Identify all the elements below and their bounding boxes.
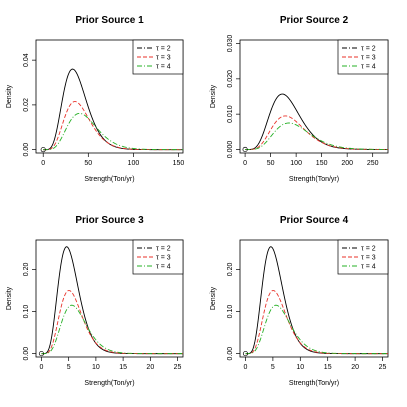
- x-axis-label: Strength(Ton/yr): [84, 380, 134, 387]
- x-tick-label: 0: [243, 160, 247, 167]
- legend-label: τ = 2: [156, 46, 171, 53]
- plot-frame: [35, 39, 184, 154]
- y-tick-label: 0.00: [23, 143, 30, 157]
- legend-box: [132, 39, 184, 75]
- panel-2: Prior Source 2 0 50 100 150 200 250 0.000 0.010 0…: [210, 15, 389, 183]
- x-tick-label: 20: [146, 364, 154, 371]
- plot-frame: [239, 239, 389, 358]
- legend: τ = 2 τ = 3 τ = 4: [337, 39, 389, 75]
- series-line-tau-2: [43, 68, 183, 151]
- y-axis-label: Density: [210, 286, 217, 310]
- x-tick-label: 50: [267, 160, 275, 167]
- series-line-tau-4: [245, 122, 388, 150]
- x-tick-label: 0: [41, 160, 45, 167]
- x-tick-label: 0: [39, 364, 43, 371]
- origin-marker: [40, 147, 46, 153]
- legend: τ = 2 τ = 3 τ = 4: [337, 239, 389, 275]
- plot-frame: [35, 239, 184, 358]
- series-line-tau-4: [43, 112, 183, 151]
- panel-title: Prior Source 2: [280, 15, 349, 26]
- y-tick-label: 0.00: [23, 347, 30, 361]
- legend-label: τ = 3: [156, 255, 171, 262]
- legend-label: τ = 4: [361, 64, 376, 71]
- y-tick-label: 0.020: [227, 70, 234, 88]
- legend: τ = 2 τ = 3 τ = 4: [132, 239, 184, 275]
- x-tick-label: 200: [341, 160, 353, 167]
- y-tick-label: 0.04: [23, 53, 30, 67]
- y-tick-label: 0.00: [227, 347, 234, 361]
- series-line-tau-3: [245, 290, 388, 355]
- y-axis-label: Density: [6, 286, 13, 310]
- legend: τ = 2 τ = 3 τ = 4: [132, 39, 184, 75]
- x-tick-label: 25: [174, 364, 182, 371]
- legend-label: τ = 2: [361, 246, 376, 253]
- y-tick-label: 0.10: [23, 305, 30, 319]
- y-tick-label: 0.20: [227, 263, 234, 277]
- x-tick-label: 250: [367, 160, 379, 167]
- legend-label: τ = 4: [156, 64, 171, 71]
- plot-frame: [239, 39, 389, 154]
- origin-marker: [38, 351, 44, 357]
- x-tick-label: 20: [351, 364, 359, 371]
- panel-1: Prior Source 1 0 50 100 150 0.00 0.02 0.04 Stren…: [6, 15, 184, 183]
- y-tick-label: 0.20: [23, 263, 30, 277]
- x-tick-label: 25: [379, 364, 387, 371]
- x-axis-label: Strength(Ton/yr): [289, 176, 339, 183]
- series-line-tau-4: [41, 304, 183, 355]
- panel-title: Prior Source 4: [280, 215, 349, 226]
- panel-3: Prior Source 3 0 5 10 15 20 25 0.00 0.10 0.20 Stre…: [6, 215, 184, 387]
- x-tick-label: 5: [67, 364, 71, 371]
- y-axis-label: Density: [210, 84, 217, 108]
- origin-marker: [242, 146, 248, 153]
- legend-box: [132, 239, 184, 275]
- x-tick-label: 150: [173, 160, 185, 167]
- x-tick-label: 100: [128, 160, 140, 167]
- series-line-tau-3: [43, 101, 183, 151]
- legend-label: τ = 3: [361, 55, 376, 62]
- x-tick-label: 15: [324, 364, 332, 371]
- legend-box: [337, 239, 389, 275]
- x-tick-label: 10: [92, 364, 100, 371]
- x-tick-label: 5: [271, 364, 275, 371]
- legend-label: τ = 4: [361, 264, 376, 271]
- series-line-tau-4: [245, 304, 388, 355]
- legend-label: τ = 2: [361, 46, 376, 53]
- x-tick-label: 15: [119, 364, 127, 371]
- legend-label: τ = 2: [156, 246, 171, 253]
- origin-marker: [242, 351, 249, 357]
- x-axis-label: Strength(Ton/yr): [289, 380, 339, 387]
- legend-label: τ = 4: [156, 264, 171, 271]
- series-line-tau-3: [245, 115, 388, 150]
- x-tick-label: 0: [244, 364, 248, 371]
- y-axis-label: Density: [6, 84, 13, 108]
- legend-label: τ = 3: [156, 55, 171, 62]
- x-axis-label: Strength(Ton/yr): [84, 176, 134, 183]
- x-tick-label: 100: [290, 160, 302, 167]
- panel-title: Prior Source 3: [75, 215, 144, 226]
- y-tick-label: 0.10: [227, 305, 234, 319]
- y-tick-label: 0.010: [227, 105, 234, 123]
- y-tick-label: 0.030: [227, 35, 234, 53]
- y-tick-label: 0.000: [227, 141, 234, 159]
- x-tick-label: 150: [316, 160, 328, 167]
- legend-label: τ = 3: [361, 255, 376, 262]
- x-tick-label: 10: [296, 364, 304, 371]
- y-tick-label: 0.02: [23, 98, 30, 112]
- legend-box: [337, 39, 389, 75]
- x-tick-label: 50: [84, 160, 92, 167]
- panel-title: Prior Source 1: [75, 15, 144, 26]
- series-line-tau-3: [41, 290, 183, 355]
- panel-4: Prior Source 4 0 5 10 15 20 25 0.00 0.10 0.20 Stre…: [210, 215, 389, 387]
